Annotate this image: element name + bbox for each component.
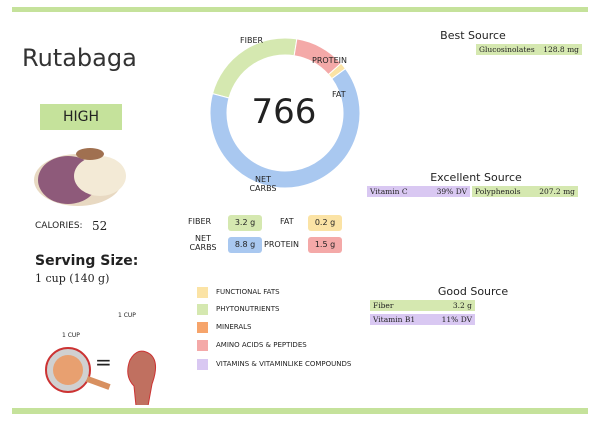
donut-label: NET CARBS [249,175,277,193]
legend-swatch [197,287,208,298]
bottom-bar [12,408,588,414]
macro-badge: 8.8 g [228,237,262,253]
source-title: Good Source [437,285,509,298]
macro-badge: 3.2 g [228,215,262,231]
source-row: Vitamin C 39% DV [367,186,470,197]
donut-label: FAT [332,90,346,99]
donut-segment [211,37,298,99]
legend-label: AMINO ACIDS & PEPTIDES [216,341,307,349]
legend-label: MINERALS [216,323,252,331]
macro-name: FAT [280,217,294,226]
source-row: Vitamin B1 11% DV [370,314,475,325]
source-amount: 3.2 g [452,301,472,310]
macro-name: NET CARBS [189,234,217,252]
source-title: Excellent Source [430,171,522,184]
source-row: Glucosinolates 128.8 mg [476,44,582,55]
source-name: Fiber [373,301,394,310]
donut-segment [209,67,361,189]
source-name: Vitamin C [370,187,408,196]
legend-label: VITAMINS & VITAMINLIKE COMPOUNDS [216,360,352,368]
source-amount: 207.2 mg [539,187,575,196]
serving-illustration [45,347,156,405]
source-amount: 39% DV [436,187,467,196]
rutabaga-image [34,148,126,206]
calories-label: CALORIES: [35,221,83,231]
donut-label: PROTEIN [312,56,347,65]
legend-label: FUNCTIONAL FATS [216,288,280,296]
legend-swatch [197,304,208,315]
source-amount: 128.8 mg [543,45,579,54]
fist-label: 1 CUP [118,312,136,319]
macro-badge: 1.5 g [308,237,342,253]
macro-name: FIBER [188,217,212,226]
source-name: Glucosinolates [479,45,535,54]
serving-title: Serving Size: [35,253,139,269]
source-title: Best Source [440,29,506,42]
source-name: Vitamin B1 [373,315,416,324]
source-row: Fiber 3.2 g [370,300,475,311]
legend-swatch [197,322,208,333]
title: Rutabaga [22,44,137,72]
level-badge: HIGH [40,104,122,130]
top-bar [12,7,588,12]
cup-label: 1 CUP [62,332,80,339]
donut-label: FIBER [240,36,264,45]
equals: = [95,350,112,374]
macro-badge: 0.2 g [308,215,342,231]
calories: 52 [92,219,108,233]
legend-swatch [197,340,208,351]
legend-label: PHYTONUTRIENTS [216,305,280,313]
source-row: Polyphenols 207.2 mg [472,186,578,197]
source-amount: 11% DV [441,315,472,324]
donut [209,37,361,189]
macro-name: PROTEIN [264,240,299,249]
source-name: Polyphenols [475,187,521,196]
legend-swatch [197,359,208,370]
serving: 1 cup (140 g) [35,272,110,285]
donut-center: 766 [251,92,317,132]
